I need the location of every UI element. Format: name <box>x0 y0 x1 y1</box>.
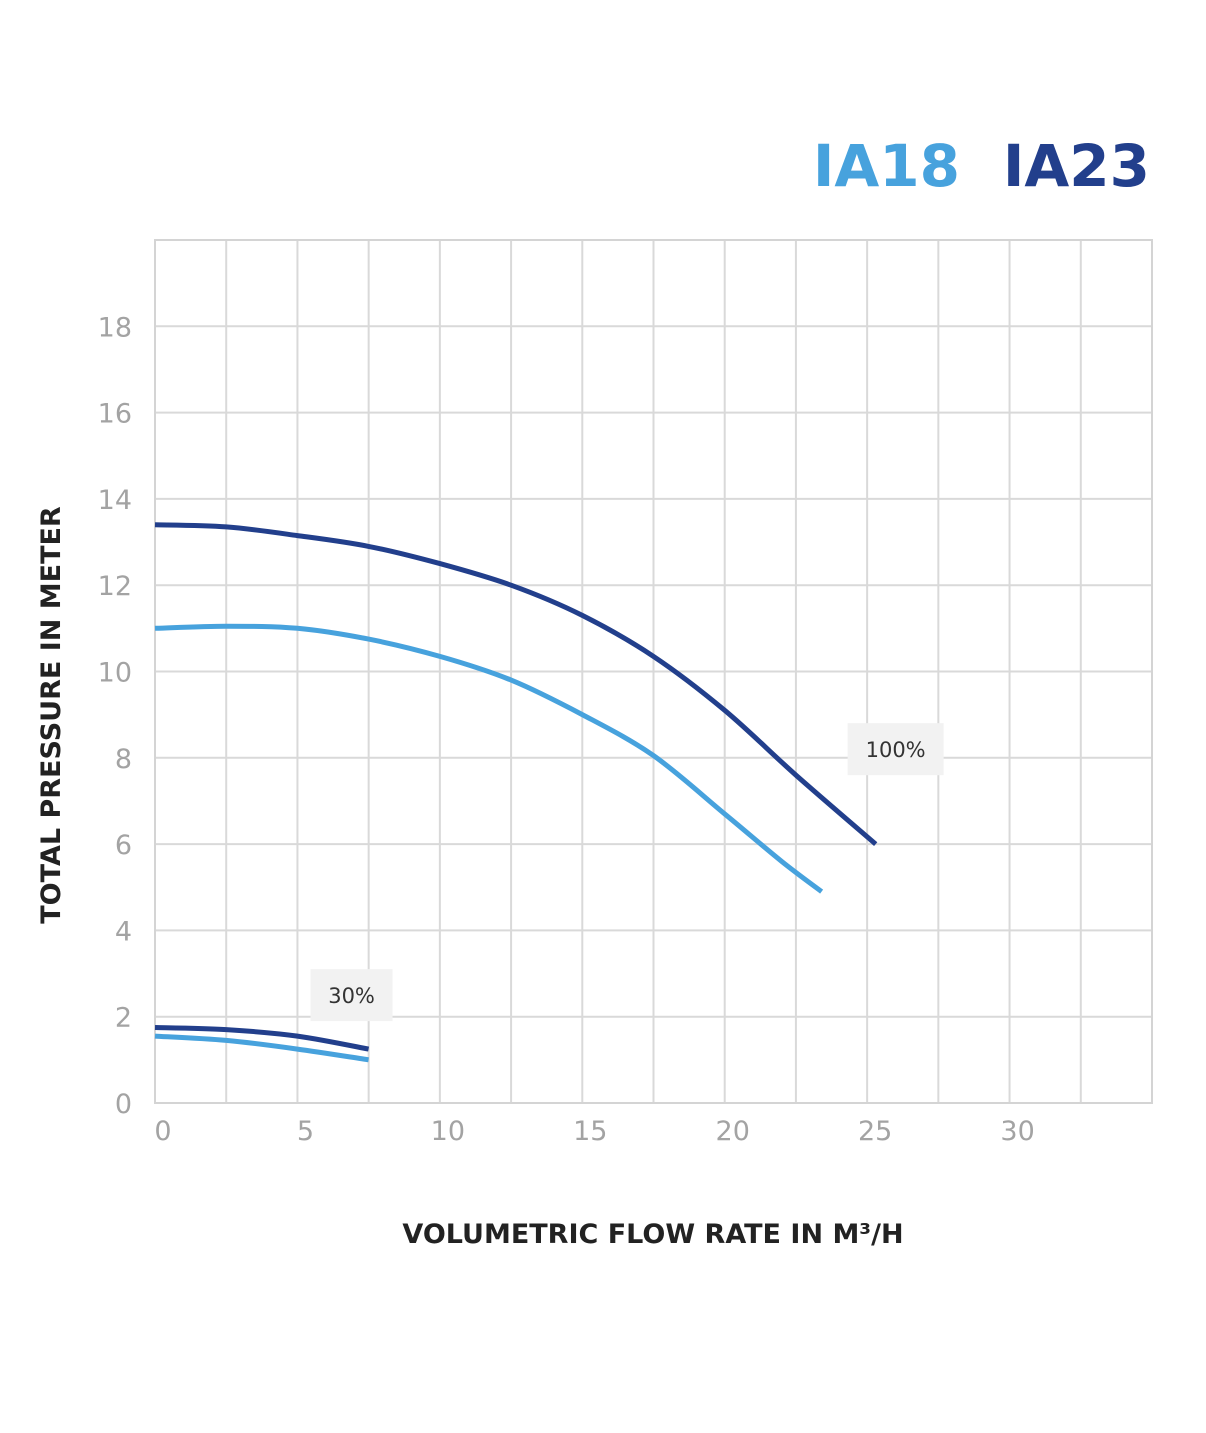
annotations: 100% 30% <box>310 723 944 1022</box>
annotation-text: 30% <box>328 984 375 1008</box>
series-lines <box>154 522 878 1063</box>
annotation-box <box>310 969 393 1022</box>
y-tick-label: 14 <box>98 485 132 516</box>
x-tick-label: 20 <box>716 1116 750 1147</box>
y-tick-label: 18 <box>98 312 132 343</box>
annotation-box <box>847 723 944 776</box>
legend-item-ia23: IA23 <box>1003 132 1150 200</box>
y-tick-label: 6 <box>115 830 132 861</box>
x-axis-title: VOLUMETRIC FLOW RATE IN M³/H <box>402 1219 903 1250</box>
plot-border <box>154 239 1153 1104</box>
plot-frame <box>154 239 1153 1104</box>
tick-labels: 0 2 4 6 8 10 12 14 16 18 0 5 10 15 20 25 30 <box>98 312 1035 1147</box>
y-tick-label: 10 <box>98 658 132 689</box>
x-tick-label: 0 <box>154 1116 171 1147</box>
series-line-ia23-30pct <box>154 1025 370 1052</box>
x-tick-label: 10 <box>431 1116 465 1147</box>
annotation-text: 100% <box>866 738 926 762</box>
annotation-label: 100% <box>847 723 944 776</box>
x-tick-label: 30 <box>1000 1116 1034 1147</box>
x-tick-label: 5 <box>297 1116 314 1147</box>
legend-item-ia18: IA18 <box>813 132 960 200</box>
y-tick-label: 0 <box>115 1089 132 1120</box>
x-tick-label: 25 <box>858 1116 892 1147</box>
series-line-ia18-30pct <box>154 1033 369 1063</box>
grid <box>155 240 1152 1103</box>
y-tick-label: 2 <box>115 1003 132 1034</box>
y-tick-label: 4 <box>115 916 132 947</box>
series-line-ia18-100pct <box>154 623 824 894</box>
legend: IA23 IA18 <box>813 132 1150 200</box>
y-tick-label: 16 <box>98 399 132 430</box>
x-tick-label: 15 <box>573 1116 607 1147</box>
annotation-label: 30% <box>310 969 393 1022</box>
y-axis-title: TOTAL PRESSURE IN METER <box>36 506 67 924</box>
y-tick-label: 12 <box>98 571 132 602</box>
y-tick-label: 8 <box>115 744 132 775</box>
series-line-ia23-100pct <box>154 522 878 846</box>
